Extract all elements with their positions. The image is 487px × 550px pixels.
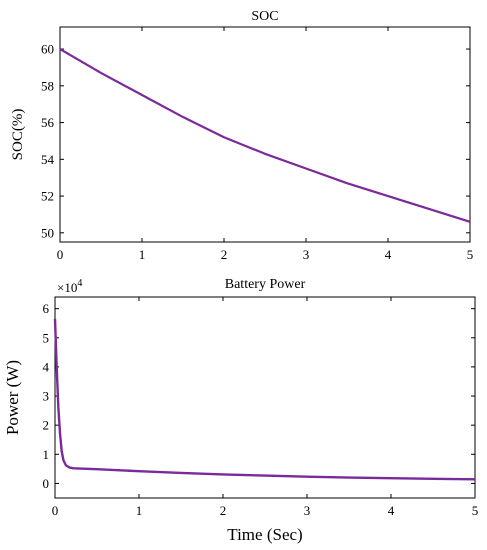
- power-plot-area: [54, 296, 476, 499]
- y-tick-label: 58: [41, 78, 54, 93]
- power-chart-title: Battery Power: [225, 277, 306, 292]
- y-tick-label: 6: [43, 301, 50, 316]
- soc-y-axis-label: SOC(%): [10, 109, 26, 161]
- x-tick-label: 4: [388, 503, 395, 518]
- x-tick-label: 1: [136, 503, 143, 518]
- power-y-axis-label: Power (W): [3, 360, 22, 435]
- y-tick-label: 5: [43, 330, 50, 345]
- soc-plot-area: [59, 26, 471, 243]
- battery-power-chart: Battery Power ×104 Power (W) Time (Sec) …: [3, 277, 478, 544]
- y-tick-label: 52: [41, 189, 54, 204]
- y-tick-label: 50: [41, 225, 54, 240]
- x-tick-label: 4: [385, 247, 392, 262]
- power-x-axis-label: Time (Sec): [227, 525, 302, 544]
- x-tick-label: 0: [57, 247, 64, 262]
- y-tick-label: 4: [43, 359, 50, 374]
- power-y-exponent-power: 4: [77, 278, 82, 289]
- soc-chart-title: SOC: [251, 9, 278, 24]
- x-tick-label: 2: [220, 503, 227, 518]
- y-tick-label: 3: [43, 389, 50, 404]
- power-series-line: [53, 318, 476, 481]
- power-x-ticks: 0 1 2 3 4 5: [52, 297, 479, 518]
- x-tick-label: 1: [139, 247, 146, 262]
- x-tick-label: 5: [472, 503, 479, 518]
- y-tick-label: 1: [43, 447, 50, 462]
- power-y-exponent: ×104: [57, 278, 82, 295]
- x-tick-label: 3: [303, 247, 310, 262]
- soc-series-line: [59, 48, 471, 223]
- y-tick-label: 0: [43, 476, 50, 491]
- power-y-exponent-base: ×10: [57, 280, 77, 295]
- soc-y-ticks: 50 52 54 56 58 60: [41, 42, 470, 240]
- y-tick-label: 60: [41, 42, 54, 57]
- soc-chart: SOC SOC(%) 0 1 2 3 4 5 50 52 54 56 58 60: [10, 9, 473, 262]
- soc-x-ticks: 0 1 2 3 4 5: [57, 27, 474, 262]
- y-tick-label: 2: [43, 418, 50, 433]
- y-tick-label: 56: [41, 115, 55, 130]
- x-tick-label: 3: [304, 503, 311, 518]
- x-tick-label: 2: [221, 247, 228, 262]
- x-tick-label: 5: [467, 247, 474, 262]
- x-tick-label: 0: [52, 503, 59, 518]
- power-y-ticks: 0 1 2 3 4 5 6: [43, 301, 475, 491]
- y-tick-label: 54: [41, 152, 55, 167]
